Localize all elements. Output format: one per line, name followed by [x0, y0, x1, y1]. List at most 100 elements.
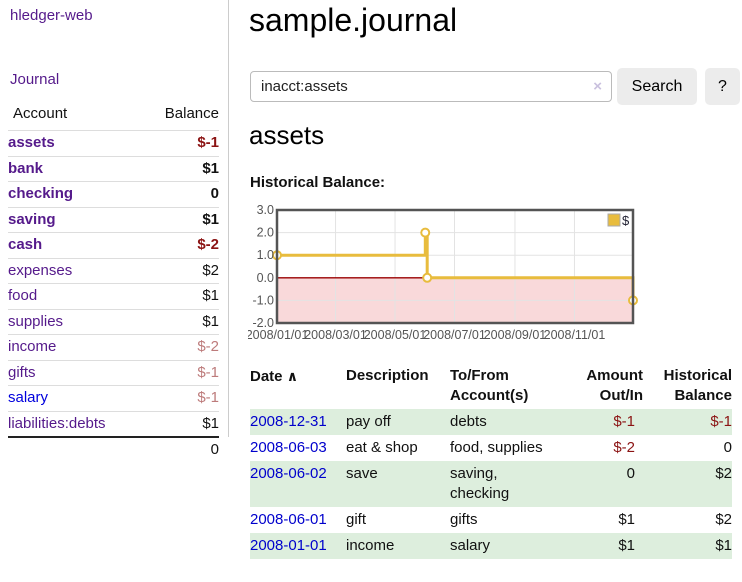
accounts-header-account: Account: [8, 100, 144, 131]
account-cell: liabilities:debts: [8, 411, 144, 438]
register-date-cell: 2008-12-31: [250, 409, 346, 435]
register-balance-cell: $2: [715, 465, 732, 482]
accounts-total-spacer: [8, 436, 144, 463]
account-cell: cash: [8, 232, 144, 259]
account-row: bank $1: [8, 156, 219, 182]
account-balance: $-1: [143, 385, 219, 412]
account-link-cash[interactable]: cash: [8, 236, 43, 253]
y-tick-label: -2.0: [252, 316, 274, 330]
account-link-supplies[interactable]: supplies: [8, 312, 64, 330]
search-button[interactable]: Search: [617, 68, 697, 105]
register-balance-cell: $-1: [710, 413, 732, 430]
account-cell: supplies: [8, 309, 144, 335]
account-cell: salary: [8, 385, 144, 412]
register-date-cell: 2008-06-02: [250, 461, 346, 507]
register-accounts-cell: gifts: [450, 511, 478, 528]
register-header-amount: Amount Out/In: [586, 367, 643, 404]
account-heading: assets: [249, 120, 325, 150]
register-amount-cell: $-1: [613, 413, 635, 430]
account-link-saving[interactable]: saving: [8, 210, 56, 228]
account-link-salary[interactable]: salary: [8, 389, 49, 406]
register-amount-cell: $1: [618, 537, 635, 554]
account-link-bank[interactable]: bank: [8, 159, 44, 177]
transaction-date-link[interactable]: 2008-12-31: [250, 413, 327, 430]
y-tick-label: 0.0: [257, 271, 274, 285]
sort-ascending-icon: ∧: [286, 368, 299, 384]
account-cell: expenses: [8, 258, 144, 284]
account-link-checking[interactable]: checking: [8, 185, 74, 202]
legend-label: $: [622, 213, 630, 228]
account-row: assets $-1: [8, 130, 219, 157]
register-header-accounts: To/From Account(s): [450, 367, 529, 404]
account-balance: $1: [143, 207, 219, 233]
account-balance: $1: [143, 309, 219, 335]
account-row: income $-2: [8, 334, 219, 361]
transaction-date-link[interactable]: 2008-06-03: [250, 439, 327, 456]
register-date-cell: 2008-06-01: [250, 507, 346, 533]
y-tick-label: 3.0: [257, 204, 274, 217]
x-tick-label: 2008/01/01: [248, 328, 308, 342]
account-link-food[interactable]: food: [8, 287, 38, 304]
register-accounts-cell: debts: [450, 413, 487, 430]
register-header-balance: Historical Balance: [663, 367, 732, 404]
register-table: Date ∧ Description To/From Account(s) Am…: [250, 364, 732, 559]
account-row: cash $-2: [8, 232, 219, 259]
account-row: salary $-1: [8, 385, 219, 412]
account-balance: $-1: [143, 360, 219, 386]
account-link-gifts[interactable]: gifts: [8, 363, 36, 381]
transaction-date-link[interactable]: 2008-06-02: [250, 465, 327, 482]
account-cell: assets: [8, 130, 144, 157]
register-header-description: Description: [346, 367, 429, 384]
account-link-liabilities-debts[interactable]: liabilities:debts: [8, 414, 106, 432]
account-balance: $-2: [143, 334, 219, 361]
accounts-header-balance: Balance: [143, 100, 219, 131]
account-cell: checking: [8, 181, 144, 208]
account-row: checking 0: [8, 181, 219, 208]
y-tick-label: 2.0: [257, 226, 274, 240]
help-button[interactable]: ?: [705, 68, 740, 105]
historical-balance-chart: 3.0 2.0 1.0 0.0 -1.0 -2.0 2008/01/01 2008/03/01…: [246, 203, 640, 344]
sidebar: hledger-web Journal Account Balance asse…: [0, 0, 229, 463]
account-balance: $1: [143, 283, 219, 310]
register-amount-cell: 0: [626, 465, 635, 482]
data-point[interactable]: [420, 227, 431, 238]
account-link-assets[interactable]: assets: [8, 134, 55, 151]
account-balance: $-2: [143, 232, 219, 259]
date-header-label: Date: [250, 368, 283, 385]
x-tick-label: 2008/05/01: [364, 328, 427, 342]
account-row: gifts $-1: [8, 360, 219, 386]
account-balance: $1: [143, 156, 219, 182]
account-row: liabilities:debts $1: [8, 411, 219, 438]
chart-title: Historical Balance:: [250, 174, 386, 191]
accounts-table-body: assets $-1 bank $1 checking 0 saving $1 cash $-2 e…: [8, 130, 219, 438]
register-date-cell: 2008-06-03: [250, 435, 346, 461]
app-brand-link[interactable]: hledger-web: [10, 7, 93, 24]
account-balance: $1: [143, 411, 219, 438]
register-row: 2008-01-01 income salary $1 $1: [250, 533, 732, 559]
register-header-date[interactable]: Date ∧: [250, 364, 346, 409]
account-cell: gifts: [8, 360, 144, 386]
y-tick-label: -1.0: [252, 293, 274, 307]
register-description-cell: save: [346, 465, 378, 482]
account-cell: saving: [8, 207, 144, 233]
accounts-total-value: 0: [143, 436, 219, 463]
account-cell: income: [8, 334, 144, 361]
transaction-date-link[interactable]: 2008-06-01: [250, 511, 327, 528]
sidebar-item-journal[interactable]: Journal: [10, 71, 60, 88]
account-balance: $-1: [143, 130, 219, 157]
account-link-expenses[interactable]: expenses: [8, 261, 73, 279]
account-cell: food: [8, 283, 144, 310]
transaction-date-link[interactable]: 2008-01-01: [250, 537, 327, 554]
clear-search-icon[interactable]: ×: [593, 78, 602, 95]
register-accounts-cell: saving, checking: [450, 465, 510, 502]
account-balance: 0: [143, 181, 219, 208]
register-amount-cell: $1: [618, 511, 635, 528]
search-input[interactable]: [250, 71, 612, 102]
register-balance-cell: $2: [715, 511, 732, 528]
account-link-income[interactable]: income: [8, 338, 57, 355]
data-point[interactable]: [422, 272, 433, 283]
accounts-table: Account Balance assets $-1 bank $1 checking 0…: [8, 100, 219, 463]
register-date-cell: 2008-01-01: [250, 533, 346, 559]
x-tick-label: 2008/03/01: [304, 328, 367, 342]
account-row: expenses $2: [8, 258, 219, 284]
